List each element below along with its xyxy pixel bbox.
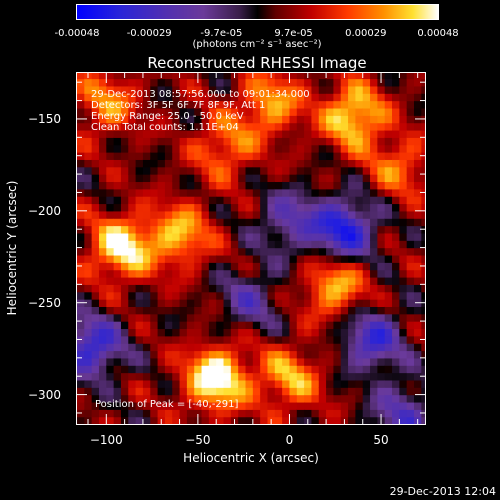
colorbar-tick-label: 0.00029 (345, 28, 387, 39)
colorbar-tick-label: 9.7e-05 (274, 28, 313, 39)
colorbar-unit-label: (photons cm⁻² s⁻¹ asec⁻²) (192, 39, 322, 50)
axis-ticks (77, 73, 425, 424)
x-tick-label: 50 (373, 433, 389, 447)
x-tick-label: 0 (285, 433, 294, 447)
annotation-clean-counts: Clean Total counts: 1.11E+04 (91, 122, 239, 133)
y-tick-label: −250 (28, 295, 61, 310)
x-tick-label: −50 (185, 433, 211, 447)
y-tick-label: −150 (28, 111, 61, 126)
annotation-detectors: Detectors: 3F 5F 6F 7F 8F 9F, Att 1 (91, 100, 266, 111)
colorbar-tick-label: -0.00048 (54, 28, 100, 39)
annotation-peak-position: Position of Peak = [-40,-291] (95, 399, 239, 410)
plot-area: 29-Dec-2013 08:57:56.000 to 09:01:34.000… (76, 72, 426, 425)
chart-title: Reconstructed RHESSI Image (147, 54, 367, 72)
y-axis-label: Heliocentric Y (arcsec) (5, 180, 19, 316)
colorbar-tick-label: -0.00029 (126, 28, 172, 39)
x-axis-label: Heliocentric X (arcsec) (183, 451, 319, 465)
colorbar (76, 4, 439, 20)
y-tick-label: −200 (28, 203, 61, 218)
annotation-time-range: 29-Dec-2013 08:57:56.000 to 09:01:34.000 (91, 89, 310, 100)
colorbar-tick-label: -9.7e-05 (200, 28, 243, 39)
annotation-energy-range: Energy Range: 25.0 - 50.0 keV (91, 111, 244, 122)
plot-timestamp: 29-Dec-2013 12:04 (389, 485, 496, 498)
y-tick-label: −300 (28, 387, 61, 402)
heatmap-image (77, 73, 425, 424)
x-tick-label: −100 (89, 433, 123, 447)
colorbar-tick-label: 0.00048 (417, 28, 459, 39)
